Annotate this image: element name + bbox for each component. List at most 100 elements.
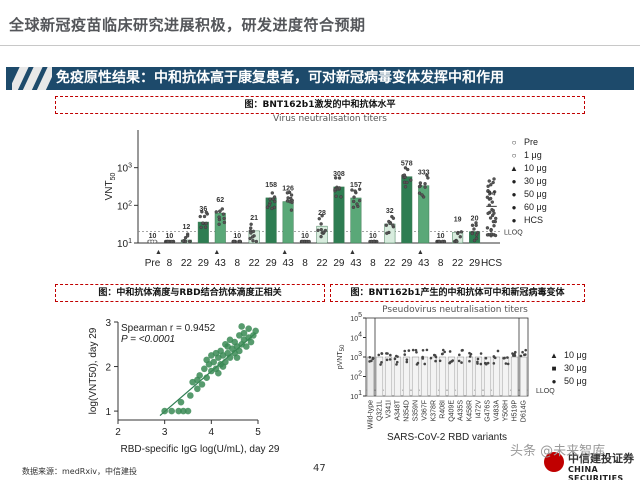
y-tick-label: 101 — [350, 390, 362, 401]
data-point — [249, 231, 253, 235]
x-tick-label: 43 — [418, 258, 430, 269]
data-point — [175, 407, 182, 415]
data-point — [492, 362, 496, 365]
data-point — [433, 354, 437, 357]
x-tick-label: 43 — [350, 258, 362, 269]
value-label: 21 — [250, 215, 258, 222]
data-point — [251, 239, 255, 243]
y-axis-label: pVNT50 — [337, 344, 346, 369]
chart1-legend: ○ Pre ○ 1 μg ▲ 10 μg ● 30 μg ● 50 μg ● 60 μg ●… — [508, 136, 547, 227]
data-point — [479, 362, 483, 366]
data-point — [506, 362, 510, 366]
dose-marker-icon: ▲ — [349, 249, 356, 256]
data-point — [391, 216, 396, 220]
bar — [366, 356, 375, 397]
y-tick-label: 103 — [117, 163, 132, 175]
x-tick-label: D614G — [521, 400, 528, 422]
x-tick-label: HCS — [481, 258, 502, 269]
data-point — [486, 184, 490, 189]
data-point — [488, 191, 492, 195]
data-point — [486, 189, 490, 193]
dose-marker-icon: ▲ — [281, 249, 288, 256]
data-point — [472, 238, 477, 243]
data-point — [218, 209, 222, 213]
x-tick-label: K378R — [431, 400, 438, 421]
data-point — [443, 350, 446, 354]
data-point — [388, 358, 392, 361]
data-point — [476, 360, 479, 364]
data-point — [458, 353, 461, 357]
data-point — [459, 230, 464, 234]
data-point — [485, 226, 490, 230]
x-tick-label: 4 — [209, 427, 215, 438]
y-axis-label: log(VNT50), day 29 — [88, 327, 99, 414]
data-point — [389, 353, 392, 357]
x-tick-label: 22 — [384, 258, 396, 269]
data-point — [403, 185, 408, 189]
value-label: 32 — [386, 208, 394, 215]
data-point — [468, 355, 472, 358]
logo-cn: 中信建投证券 — [568, 452, 634, 465]
data-point — [380, 360, 383, 364]
x-tick-label: 8 — [234, 258, 240, 269]
data-point — [460, 349, 464, 352]
bar — [214, 212, 226, 244]
data-point — [251, 229, 256, 234]
data-point — [243, 343, 250, 350]
annotation: P = <0.0001 — [121, 334, 175, 345]
legend-1ug: ○ 1 μg — [508, 149, 547, 162]
data-point — [236, 347, 243, 355]
data-point — [289, 208, 294, 212]
lloq-label: LLOQ — [504, 230, 523, 237]
bar — [384, 356, 393, 397]
y-tick-label: 105 — [350, 312, 362, 323]
bar — [429, 356, 438, 397]
data-point — [353, 189, 357, 193]
data-point — [226, 354, 234, 361]
slide-title: 全球新冠疫苗临床研究进展积极，研发进度符合预期 — [9, 16, 366, 34]
bar — [465, 356, 474, 397]
circle-icon: ● — [511, 177, 517, 186]
bar — [519, 356, 528, 397]
data-point — [180, 407, 187, 415]
data-point — [232, 239, 236, 244]
caption-fig1: 图：BNT162b1激发的中和抗体水平 — [55, 96, 585, 114]
value-label: 10 — [166, 233, 174, 240]
legend-10ug: ▲ 10 μg — [508, 162, 547, 175]
data-point — [270, 191, 275, 195]
value-label: 126 — [282, 186, 294, 193]
y-tick-label: 2 — [105, 363, 111, 374]
x-tick-label: V367F — [422, 400, 429, 421]
x-tick-label: 8 — [302, 258, 308, 269]
data-point — [267, 203, 272, 207]
data-point — [491, 219, 496, 224]
y-tick-label: 102 — [350, 371, 362, 382]
data-point — [484, 362, 488, 366]
data-point — [494, 216, 498, 221]
data-point — [201, 221, 205, 225]
bar — [474, 356, 483, 397]
caption-fig2: 图：中和抗体滴度与RBD结合抗体滴度正相关 — [55, 284, 325, 302]
data-point — [425, 348, 429, 352]
x-tick-label: Q409E — [449, 400, 456, 422]
data-point — [458, 235, 462, 239]
value-label: 308 — [333, 171, 345, 178]
data-point — [333, 187, 337, 192]
data-point — [371, 356, 375, 360]
x-tick-label: Y508H — [503, 400, 510, 421]
data-point — [407, 349, 411, 352]
data-point — [357, 187, 362, 191]
x-tick-label: V483A — [494, 400, 501, 421]
data-point — [474, 223, 478, 228]
data-point — [369, 239, 374, 244]
data-point — [402, 173, 407, 177]
data-point — [455, 239, 459, 244]
data-point — [350, 188, 354, 192]
data-point — [249, 226, 253, 230]
data-point — [319, 227, 324, 232]
data-point — [502, 357, 506, 360]
data-point — [248, 236, 252, 241]
chart3-title: Pseudovirus neutralisation titers — [382, 305, 528, 315]
logo-en: CHINA SECURITIES — [568, 465, 624, 480]
